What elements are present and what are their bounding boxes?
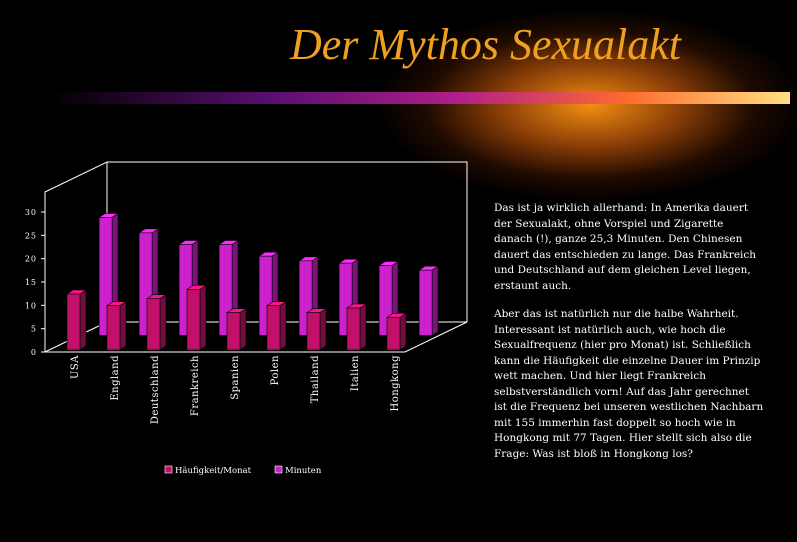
bar-haeufigkeit-side xyxy=(279,301,287,351)
y-tick-label: 10 xyxy=(25,301,37,310)
bar-haeufigkeit-side xyxy=(119,301,127,351)
bar-haeufigkeit-side xyxy=(199,284,207,351)
y-tick-label: 5 xyxy=(31,325,37,334)
bar-haeufigkeit-side xyxy=(319,308,327,351)
page-title: Der Mythos Sexualakt xyxy=(290,20,681,69)
chart-back-wall xyxy=(107,161,468,322)
legend-label: Minuten xyxy=(285,466,322,476)
bar-haeufigkeit-side xyxy=(399,312,407,351)
bar-haeufigkeit xyxy=(266,305,281,351)
bar-haeufigkeit xyxy=(226,312,241,351)
bar-haeufigkeit xyxy=(386,317,401,351)
y-tick-label: 15 xyxy=(25,278,37,287)
bar-chart: 0 5 10 15 20 25 30 USA England Deutschland Frankre… xyxy=(25,161,468,476)
x-category-label: Hongkong xyxy=(390,355,401,412)
bar-haeufigkeit xyxy=(186,289,201,351)
description-paragraph-1: Das ist ja wirklich allerhand: In Amerik… xyxy=(494,202,757,292)
bar-haeufigkeit xyxy=(66,293,81,351)
bar-haeufigkeit xyxy=(346,307,361,351)
x-category-label: Frankreich xyxy=(190,355,201,416)
chart-floor xyxy=(45,321,468,353)
bar-minuten-side xyxy=(431,265,439,337)
x-category-label: Deutschland xyxy=(150,355,161,424)
legend-label: Häufigkeit/Monat xyxy=(175,466,252,476)
y-tick-label: 0 xyxy=(31,348,37,357)
bar-haeufigkeit-side xyxy=(79,289,87,351)
bar-haeufigkeit xyxy=(306,312,321,351)
bar-haeufigkeit xyxy=(146,298,161,351)
x-category-label: Italien xyxy=(350,355,361,391)
x-category-label: Polen xyxy=(270,355,281,385)
bar-haeufigkeit-side xyxy=(239,308,247,351)
bar-minuten xyxy=(418,269,433,336)
bar-haeufigkeit xyxy=(106,305,121,351)
y-tick-label: 25 xyxy=(25,231,37,240)
legend-swatch xyxy=(274,465,283,474)
x-category-label: Thailand xyxy=(310,355,321,403)
y-tick-label: 20 xyxy=(25,255,37,264)
x-category-label: England xyxy=(110,355,121,401)
title-underline-bar xyxy=(50,92,790,104)
y-tick-label: 30 xyxy=(25,208,37,217)
legend-swatch xyxy=(164,465,173,474)
description-paragraph-2: Aber das ist natürlich nur die halbe Wah… xyxy=(494,308,764,460)
x-category-label: Spanien xyxy=(230,355,241,400)
x-category-label: USA xyxy=(70,355,81,379)
bar-haeufigkeit-side xyxy=(359,303,367,351)
bar-haeufigkeit-side xyxy=(159,294,167,351)
